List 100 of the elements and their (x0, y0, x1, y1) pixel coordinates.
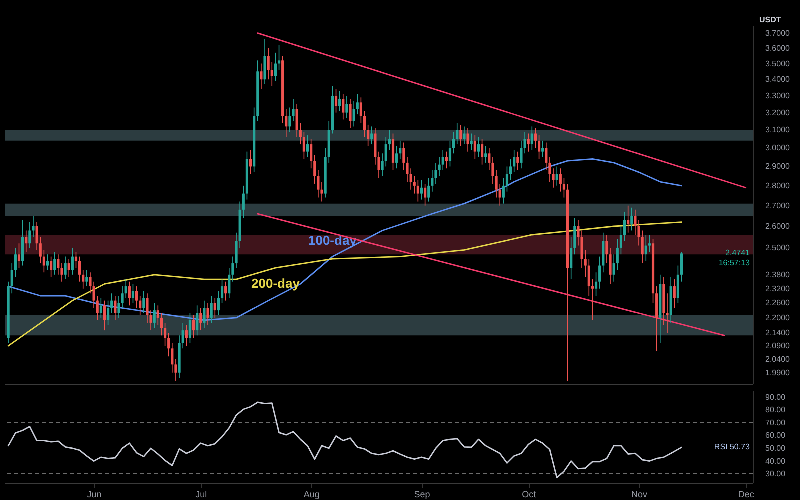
candlestick (630, 207, 634, 232)
candlestick (413, 176, 416, 194)
candlestick (594, 272, 598, 296)
candlestick (480, 138, 484, 166)
candlestick (559, 168, 562, 192)
candlestick (57, 254, 60, 276)
x-tick-label: Oct (522, 490, 537, 500)
line-series (8, 402, 682, 479)
candlestick (278, 44, 281, 70)
y-tick-label: 2.6000 (766, 222, 791, 232)
candlestick (214, 298, 216, 318)
candlestick (249, 150, 252, 175)
candlestick (470, 133, 473, 150)
candlestick (456, 122, 459, 145)
candlestick (42, 250, 46, 274)
candlestick (132, 284, 135, 304)
candlestick (428, 178, 430, 202)
candlestick (402, 142, 406, 171)
line-series (8, 158, 682, 322)
candlestick (78, 256, 82, 282)
candlestick (680, 252, 684, 282)
candlestick (274, 52, 278, 82)
y-tick-label: 3.1000 (766, 126, 791, 135)
candlestick (516, 151, 520, 171)
candlestick (185, 325, 188, 346)
candlestick (171, 343, 174, 374)
candlestick (124, 279, 128, 299)
candlestick (25, 230, 28, 253)
y-tick-label: 3.3000 (766, 91, 791, 100)
candlestick (513, 150, 516, 173)
candlestick (188, 312, 192, 344)
candlestick (86, 270, 88, 287)
annotation: 2.4741 (726, 248, 751, 258)
candlestick (445, 151, 448, 170)
candlestick (306, 135, 310, 158)
y-tick-label: 3.4000 (766, 75, 791, 84)
y-tick-label: 3.7000 (766, 28, 791, 38)
annotation: RSI 50.73 (714, 442, 751, 452)
y-tick-label: 3.5000 (766, 59, 791, 68)
candlestick (388, 130, 391, 150)
candlestick (424, 184, 427, 206)
candlestick (574, 218, 576, 255)
x-tick-label: Nov (632, 490, 648, 500)
candlestick (156, 305, 160, 326)
candlestick (509, 158, 512, 180)
candlestick (220, 279, 224, 304)
candlestick (302, 132, 306, 160)
candlestick (644, 234, 648, 262)
candlestick (416, 180, 420, 202)
y-tick-label: 2.9000 (766, 162, 791, 172)
candlestick (114, 296, 117, 321)
candlestick (196, 305, 199, 336)
y-tick-label: 2.1400 (766, 328, 791, 338)
candlestick (648, 234, 652, 253)
candlestick (527, 133, 530, 152)
candlestick (14, 248, 17, 278)
line-series (8, 222, 682, 347)
candlestick (82, 270, 85, 290)
candlestick (349, 98, 352, 129)
candlestick (396, 146, 398, 170)
candlestick (342, 94, 345, 120)
candlestick (588, 258, 590, 296)
candlestick (310, 138, 313, 170)
y-tick-label: 1.9900 (766, 368, 791, 378)
candlestick (228, 268, 231, 299)
x-tick-label: Jun (87, 490, 102, 500)
candlestick (338, 90, 342, 112)
y-tick-label: 2.2000 (766, 313, 791, 322)
y-tick-label: 70.00 (766, 418, 786, 428)
candlestick (160, 312, 164, 336)
series-label: 100-day (308, 232, 358, 248)
candlestick (598, 256, 602, 290)
candlestick (641, 230, 644, 264)
candlestick (367, 124, 370, 147)
candlestick (100, 298, 102, 318)
candlestick (442, 150, 444, 171)
candlestick (463, 126, 466, 145)
candlestick (74, 252, 78, 268)
candlestick (46, 254, 50, 271)
candlestick (676, 265, 680, 304)
candlestick (673, 279, 676, 308)
annotation: 16:57:13 (718, 258, 751, 268)
candlestick (484, 146, 488, 164)
candlestick (466, 128, 470, 152)
candlestick (200, 308, 202, 331)
candlestick (110, 293, 114, 314)
candlestick (392, 133, 395, 171)
candlestick (452, 132, 456, 154)
candlestick (142, 290, 146, 314)
candlestick (399, 140, 402, 160)
x-tick-label: Jul (196, 490, 208, 500)
candlestick (534, 128, 538, 149)
candlestick (135, 286, 138, 308)
y-tick-label: 2.2600 (766, 298, 791, 308)
candlestick (217, 290, 220, 316)
y-tick-label: 3.0000 (766, 144, 791, 153)
candlestick (616, 238, 619, 271)
x-tick-label: Sep (414, 490, 430, 500)
candlestick (502, 178, 505, 204)
candlestick (477, 136, 480, 158)
